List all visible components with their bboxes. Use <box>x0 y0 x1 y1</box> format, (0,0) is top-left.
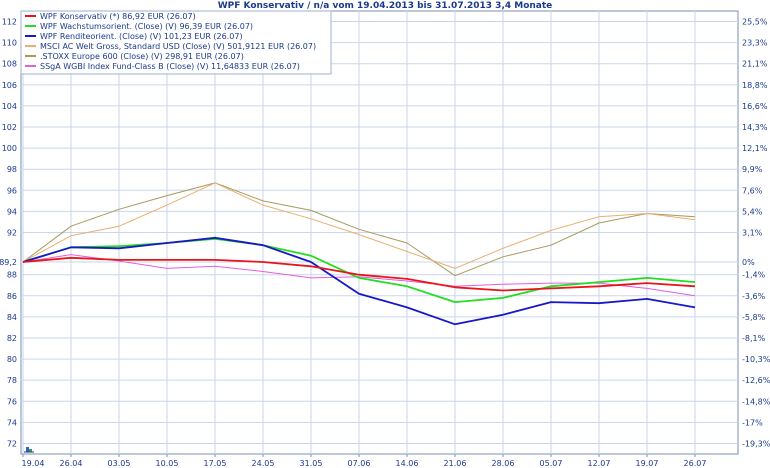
x-tick-label: 24.05 <box>252 459 275 468</box>
series-line-3 <box>22 182 696 269</box>
legend-box <box>20 10 332 75</box>
y-tick-label-right: -17% <box>742 418 763 427</box>
x-tick-label: 03.05 <box>108 459 131 468</box>
x-tick-label: 19.04 <box>22 459 45 468</box>
y-tick-label-left: 84 <box>7 313 17 322</box>
y-tick-label-left: 104 <box>2 102 17 111</box>
y-tick-label-right: -12,6% <box>742 376 770 385</box>
series-lines <box>22 182 696 326</box>
y-tick-label-left: 94 <box>7 207 17 216</box>
x-tick-label: 31.05 <box>300 459 323 468</box>
y-tick-label-right: 7,6% <box>742 186 763 195</box>
y-axis-right: -19,3% -17% -14,8% -12,6% -10,3% -8,1% -5,8% -3… <box>742 18 770 449</box>
legend-entry: WPF Konservativ (*) 86,92 EUR (26.07) <box>40 12 196 21</box>
y-tick-label-left: 80 <box>7 355 17 364</box>
y-tick-label-left: 74 <box>7 418 17 427</box>
y-tick-label-left: 106 <box>2 81 17 90</box>
y-axis-left: 72 74 76 78 80 82 84 86 88 89,2 92 94 96 98 100 102 104 1… <box>0 18 17 449</box>
x-tick-label: 14.06 <box>396 459 419 468</box>
y-tick-label-right: 18,8% <box>742 81 768 90</box>
y-tick-label-right: -3,6% <box>742 292 766 301</box>
y-tick-label-right: -14,8% <box>742 397 770 406</box>
chart-title: WPF Konservativ / n/a vom 19.04.2013 bis… <box>217 1 553 11</box>
series-line-4 <box>22 182 696 277</box>
x-tick-label: 07.06 <box>348 459 371 468</box>
y-tick-label-right: 23,3% <box>742 39 768 48</box>
y-tick-label-left: 76 <box>7 397 17 406</box>
legend-entry: .STOXX Europe 600 (Close) (V) 298,91 EUR… <box>40 52 244 61</box>
y-tick-label-right: 16,6% <box>742 102 768 111</box>
x-tick-label: 26.04 <box>60 459 83 468</box>
y-tick-label-right: 9,9% <box>742 165 763 174</box>
legend-entry: WPF Wachstumsorient. (Close) (V) 96,39 E… <box>40 22 253 31</box>
y-tick-label-left: 100 <box>2 144 17 153</box>
y-tick-label-left: 89,2 <box>0 258 17 267</box>
y-tick-label-right: 3,1% <box>742 229 763 238</box>
x-axis: 19.04 26.04 03.05 10.05 17.05 24.05 31.05 07.06… <box>22 454 707 468</box>
y-tick-label-left: 110 <box>2 39 17 48</box>
legend-entry: MSCI AC Welt Gross, Standard USD (Close)… <box>40 42 316 51</box>
y-tick-label-left: 96 <box>7 186 17 195</box>
y-tick-label-left: 78 <box>7 376 17 385</box>
y-tick-label-left: 86 <box>7 292 17 301</box>
x-tick-label: 17.05 <box>204 459 227 468</box>
x-tick-label: 21.06 <box>444 459 467 468</box>
x-tick-label: 12.07 <box>588 459 611 468</box>
x-tick-label: 28.06 <box>492 459 515 468</box>
legend-entry: WPF Renditeorient. (Close) (V) 101,23 EU… <box>40 32 243 41</box>
logo-icon <box>24 447 34 453</box>
y-tick-label-left: 112 <box>2 18 17 27</box>
y-tick-label-left: 102 <box>2 123 17 132</box>
x-tick-label: 26.07 <box>684 459 707 468</box>
y-tick-label-right: 5,4% <box>742 207 763 216</box>
y-tick-label-left: 98 <box>7 165 17 174</box>
x-tick-label: 19.07 <box>636 459 659 468</box>
y-tick-label-left: 72 <box>7 439 17 448</box>
y-tick-label-right: -1,4% <box>742 271 766 280</box>
y-tick-label-right: -19,3% <box>742 439 770 448</box>
y-tick-label-right: 14,3% <box>742 123 768 132</box>
series-line-0 <box>22 256 696 292</box>
y-tick-label-left: 108 <box>2 60 17 69</box>
legend: WPF Konservativ (*) 86,92 EUR (26.07)WPF… <box>20 10 332 75</box>
x-tick-label: 10.05 <box>156 459 179 468</box>
y-tick-label-left: 92 <box>7 229 17 238</box>
series-line-1 <box>22 237 696 304</box>
y-tick-label-right: 25,5% <box>742 18 768 27</box>
y-tick-label-right: 21,1% <box>742 60 768 69</box>
y-tick-label-right: 12,1% <box>742 144 768 153</box>
y-tick-label-right: 0% <box>742 258 755 267</box>
y-tick-label-left: 82 <box>7 334 17 343</box>
x-tick-label: 05.07 <box>540 459 563 468</box>
y-tick-label-right: -8,1% <box>742 334 766 343</box>
series-line-2 <box>22 236 696 326</box>
y-tick-label-right: -5,8% <box>742 313 766 322</box>
y-tick-label-left: 88 <box>7 271 17 280</box>
legend-entry: SSgA WGBI Index Fund-Class B (Close) (V)… <box>40 62 300 71</box>
y-tick-label-right: -10,3% <box>742 355 770 364</box>
